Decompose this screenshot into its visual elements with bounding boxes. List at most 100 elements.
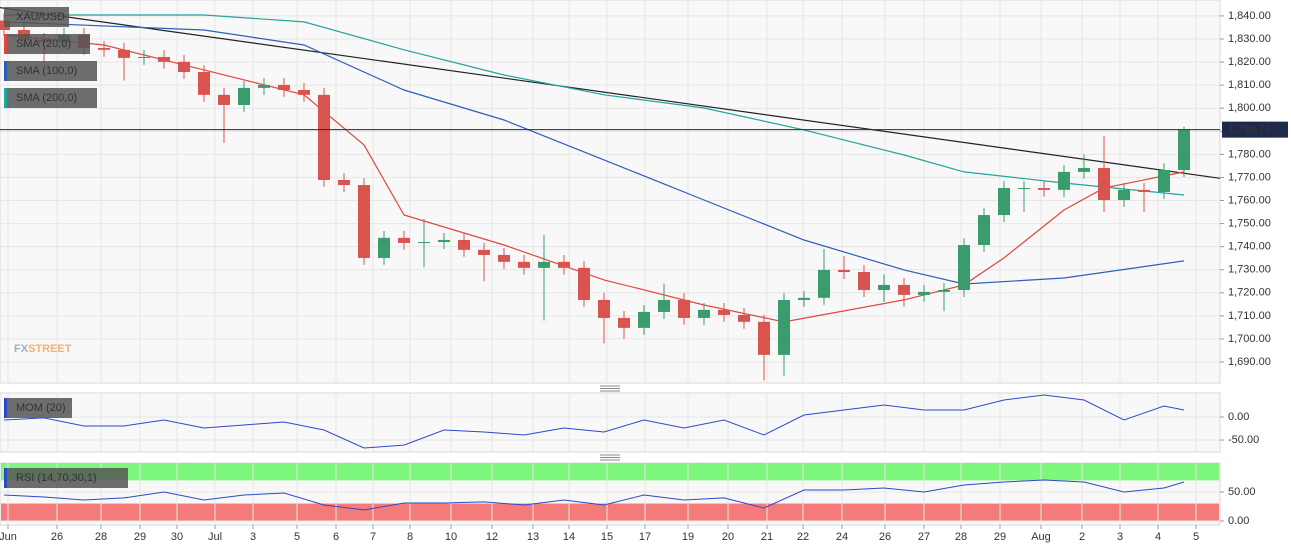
candle-body bbox=[258, 84, 270, 88]
candle-body bbox=[718, 309, 730, 315]
legend-box bbox=[4, 88, 97, 108]
x-tick-label: 26 bbox=[879, 531, 891, 543]
candle-body bbox=[118, 49, 130, 58]
candle-body bbox=[478, 249, 490, 255]
y-tick-label: 0.00 bbox=[1228, 515, 1249, 527]
candle-body bbox=[698, 309, 710, 318]
x-tick-label: 7 bbox=[370, 531, 376, 543]
watermark-part: FX bbox=[14, 343, 29, 355]
candle-body bbox=[558, 261, 570, 268]
y-tick-label: 1,770.00 bbox=[1228, 171, 1271, 183]
y-tick-label: 1,750.00 bbox=[1228, 217, 1271, 229]
candle-body bbox=[878, 284, 890, 291]
candle-body bbox=[458, 239, 470, 250]
x-tick-label: Jun bbox=[0, 531, 17, 543]
rsi-zone bbox=[1, 503, 1219, 521]
rsi-zone bbox=[1, 463, 1219, 481]
x-tick-label: 29 bbox=[994, 531, 1006, 543]
x-tick-label: 29 bbox=[134, 531, 146, 543]
candle-body bbox=[198, 71, 210, 95]
x-tick-label: 14 bbox=[563, 531, 575, 543]
x-tick-label: Aug bbox=[1031, 531, 1051, 543]
x-tick-label: 8 bbox=[407, 531, 413, 543]
y-tick-label: 1,780.00 bbox=[1228, 148, 1271, 160]
x-tick-label: 20 bbox=[722, 531, 734, 543]
last-price-box bbox=[1222, 121, 1288, 138]
candle-body bbox=[998, 188, 1010, 216]
sma-line bbox=[4, 14, 1185, 196]
candle-body bbox=[898, 284, 910, 295]
x-tick-label: 6 bbox=[333, 531, 339, 543]
last-price-label: 1,790.72 bbox=[1228, 124, 1271, 136]
candle-body bbox=[338, 179, 350, 186]
candle-body bbox=[538, 261, 550, 268]
x-tick-label: 2 bbox=[1079, 531, 1085, 543]
candle-body bbox=[98, 47, 110, 50]
legend-swatch bbox=[4, 34, 7, 54]
watermark: FXSTREET bbox=[14, 343, 72, 355]
legend-swatch bbox=[4, 398, 7, 418]
panel-handle[interactable] bbox=[600, 385, 620, 392]
trendline bbox=[0, 7, 1221, 179]
candle-body bbox=[398, 237, 410, 243]
candle-body bbox=[658, 299, 670, 312]
candle-body bbox=[598, 299, 610, 318]
candle-body bbox=[938, 290, 950, 292]
x-tick-label: 3 bbox=[250, 531, 256, 543]
x-tick-label: 5 bbox=[294, 531, 300, 543]
indicator-line bbox=[3, 479, 1185, 511]
candle-body bbox=[1158, 170, 1170, 192]
legend-box bbox=[4, 398, 72, 418]
x-tick-label: 10 bbox=[445, 531, 457, 543]
candle-body bbox=[678, 299, 690, 318]
x-tick-label: Jul bbox=[208, 531, 222, 543]
x-tick-label: 17 bbox=[639, 531, 651, 543]
candle-body bbox=[358, 185, 370, 258]
candle-body bbox=[618, 317, 630, 328]
x-tick-label: 12 bbox=[486, 531, 498, 543]
candle-body bbox=[298, 89, 310, 95]
candle-body bbox=[1018, 188, 1030, 190]
candle-body bbox=[858, 272, 870, 291]
x-tick-label: 24 bbox=[836, 531, 848, 543]
candle-body bbox=[838, 269, 850, 273]
watermark-part: STREET bbox=[28, 343, 72, 355]
y-tick-label: 1,830.00 bbox=[1228, 33, 1271, 45]
indicator-line bbox=[3, 394, 1185, 449]
y-tick-label: 1,690.00 bbox=[1228, 356, 1271, 368]
legend-swatch bbox=[4, 61, 7, 81]
x-tick-label: 13 bbox=[527, 531, 539, 543]
y-tick-label: 1,740.00 bbox=[1228, 241, 1271, 253]
legend-box bbox=[4, 7, 69, 27]
x-tick-label: 27 bbox=[918, 531, 930, 543]
legend-label: SMA (20,0) bbox=[16, 38, 71, 50]
legend-label: RSI (14,70,30,1) bbox=[16, 472, 97, 484]
legend-swatch bbox=[4, 468, 7, 488]
candle-body bbox=[818, 269, 830, 298]
legend-label: MOM (20) bbox=[16, 402, 66, 414]
candle-body bbox=[238, 87, 250, 105]
candle-body bbox=[1098, 167, 1110, 201]
y-tick-label: 0.00 bbox=[1228, 411, 1249, 423]
candle-body bbox=[1038, 188, 1050, 190]
x-tick-label: 30 bbox=[171, 531, 183, 543]
legend-label: XAU/USD bbox=[16, 11, 65, 23]
sma-line bbox=[3, 34, 1185, 323]
main-panel bbox=[0, 0, 1221, 384]
mom-panel bbox=[0, 392, 1221, 453]
candle-body bbox=[978, 215, 990, 246]
y-tick-label: 50.00 bbox=[1228, 486, 1256, 498]
x-tick-label: 22 bbox=[797, 531, 809, 543]
y-tick-label: -50.00 bbox=[1228, 434, 1259, 446]
y-tick-label: 1,710.00 bbox=[1228, 310, 1271, 322]
y-tick-label: 1,810.00 bbox=[1228, 79, 1271, 91]
candle-body bbox=[218, 94, 230, 105]
y-tick-label: 1,840.00 bbox=[1228, 10, 1271, 22]
panel-handle[interactable] bbox=[600, 454, 620, 461]
legend-box bbox=[4, 34, 90, 54]
x-tick-label: 15 bbox=[601, 531, 613, 543]
candle-body bbox=[418, 242, 430, 244]
sma-line bbox=[3, 21, 1185, 285]
candle-body bbox=[578, 267, 590, 300]
